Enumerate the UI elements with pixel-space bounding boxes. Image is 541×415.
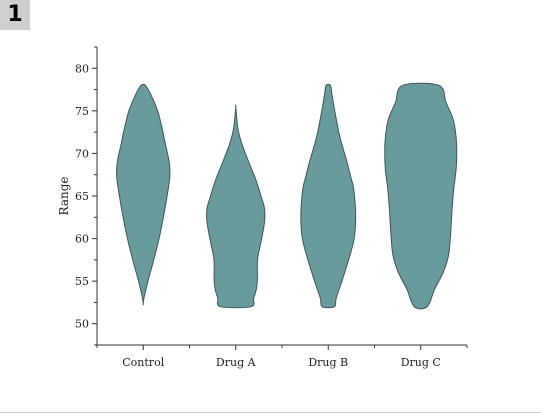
violins <box>116 82 458 310</box>
x-tick-label: Control <box>122 356 164 369</box>
axes <box>92 46 468 350</box>
y-axis-title: Range <box>57 177 71 216</box>
y-tick-label: 75 <box>75 105 89 118</box>
violin-drug-a <box>206 104 266 309</box>
x-tick-label: Drug C <box>401 356 441 369</box>
y-tick-label: 70 <box>75 147 89 160</box>
x-tick-label: Drug B <box>308 356 348 369</box>
violin-drug-c <box>384 82 458 310</box>
x-tick-label: Drug A <box>216 356 257 369</box>
labels: 50 55 60 65 70 75 80 Control Drug A Drug B Drug C <box>75 62 441 369</box>
y-tick-label: 80 <box>75 62 89 75</box>
y-tick-label: 55 <box>75 275 89 288</box>
y-tick-label: 65 <box>75 190 89 203</box>
violin-drug-b <box>300 83 357 309</box>
panel-label: 1 <box>0 0 30 30</box>
violin-control <box>116 83 171 306</box>
y-tick-label: 50 <box>75 318 89 331</box>
bottom-divider <box>0 412 541 413</box>
y-tick-label: 60 <box>75 233 89 246</box>
